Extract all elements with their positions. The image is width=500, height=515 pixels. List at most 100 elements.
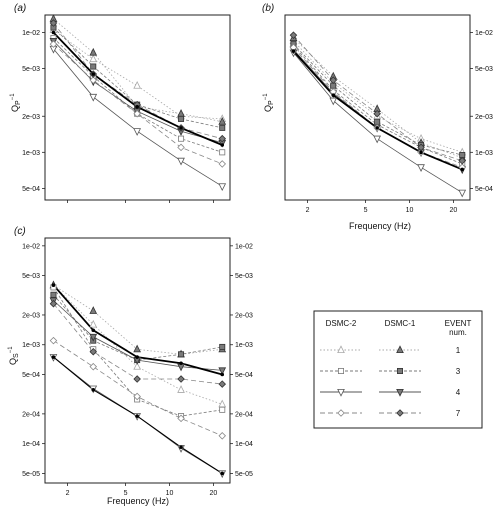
panel-c-point-event-7-dsmc-1 [89, 347, 98, 356]
legend-marker-event-3-dsmc2 [337, 367, 344, 374]
panel-c-mean-point [91, 388, 96, 392]
panel-c-point-event-7-dsmc-1 [49, 299, 58, 308]
panel-c-ytick-label-left: 2e-03 [22, 312, 40, 319]
panel-c-mean-point [51, 355, 56, 359]
panel-a-point-event-4-dsmc-2 [218, 183, 227, 192]
legend-header-num: num. [449, 328, 467, 337]
panel-c-axes: 5e-05 5e-05 1e-04 1e-04 2e-04 2e-04 5e-04 5e-04… [22, 243, 253, 497]
panel-a-point-event-7-dsmc-2 [133, 109, 141, 118]
panel-c-point-event-1-dsmc-1 [89, 306, 98, 314]
panel-b-ytick-label-right: 5e-04 [475, 186, 493, 193]
panel-b-label: (b) [262, 3, 274, 14]
panel-a-point-event-3-dsmc-1 [90, 63, 97, 70]
panel-a-point-event-3-dsmc-1 [178, 115, 185, 122]
panel-b-point-event-7-dsmc-1 [289, 31, 298, 39]
panel-c-mean-point [179, 361, 183, 366]
panel-b-mean-point [460, 167, 465, 172]
panel-b-ylabel: QP−1 [263, 93, 275, 112]
panel-a-line-event-7-dsmc-1 [53, 22, 223, 140]
panel-b-frame [284, 14, 471, 201]
panel-a-label: (a) [14, 3, 26, 14]
panel-a-point-event-4-dsmc-2 [177, 157, 185, 166]
panel-a-point-event-3-dsmc-1 [219, 124, 226, 131]
legend: DSMC-2 DSMC-1 EVENT num. 1 3 4 7 [313, 310, 483, 429]
panel-c-xtick-label: 10 [166, 490, 174, 497]
panel-c-point-event-7-dsmc-2 [218, 432, 227, 440]
panel-c-ytick-label-right: 1e-03 [235, 342, 253, 349]
panel-c-point-event-1-dsmc-2 [133, 361, 141, 370]
panel-a-point-event-1-dsmc-2 [89, 54, 98, 63]
panel-a-mean-line [52, 31, 223, 146]
panel-c-point-event-3-dsmc-1 [178, 351, 185, 358]
panel-b-ytick-label-right: 1e-03 [475, 150, 493, 157]
panel-b-xtick-label: 20 [449, 207, 457, 214]
panel-b-line-event-3-dsmc-2 [293, 45, 463, 165]
panel-a-line-event-4-dsmc-1 [53, 40, 223, 144]
legend-header-dsmc1: DSMC-1 [385, 319, 416, 328]
panel-a-ytick-label-left: 1e-02 [22, 30, 40, 37]
panel-c-point-event-4-dsmc-1 [218, 367, 227, 376]
panel-c-point-event-3-dsmc-1 [219, 343, 226, 350]
panel-b-point-event-4-dsmc-2 [329, 97, 338, 106]
panel-c-ytick-label-left: 5e-04 [22, 372, 40, 379]
panel-c-ytick-label-right: 5e-03 [235, 273, 253, 280]
panel-c-label: (c) [14, 226, 26, 237]
panel-b-point-event-3-dsmc-1 [459, 151, 466, 158]
panel-a-point-event-3-dsmc-2 [219, 149, 226, 156]
legend-marker-event-4-dsmc1 [396, 388, 404, 397]
panel-c-ytick-label-right: 5e-04 [235, 372, 253, 379]
panel-b-point-event-4-dsmc-2 [417, 164, 425, 172]
panel-a-ytick-label-left: 2e-03 [22, 114, 40, 121]
panel-b-axes: 5e-04 1e-03 2e-03 5e-03 1e-02 2 5 10 20 [306, 30, 493, 214]
panel-b-xtick-label: 10 [406, 207, 414, 214]
panel-c-ytick-label-left: 1e-04 [22, 441, 40, 448]
panel-b-xtick-label: 2 [306, 207, 310, 214]
panel-c-ytick-label-left: 5e-03 [22, 273, 40, 280]
legend-event-label-7: 7 [456, 409, 461, 418]
panel-b-mean-point [375, 126, 379, 130]
panel-a-line-event-3-dsmc-1 [53, 27, 223, 129]
panel-c-point-event-1-dsmc-2 [177, 385, 185, 393]
panel-a-mean-point [179, 126, 183, 130]
panel-a-ytick-label-left: 5e-03 [22, 66, 40, 73]
panel-b-series [289, 31, 467, 198]
panel-a-mean-point [135, 104, 139, 109]
panel-a-ytick-label-left: 1e-03 [22, 150, 40, 157]
panel-b-xtick-label: 5 [364, 207, 368, 214]
panel-c-ytick-label-left: 1e-02 [22, 243, 40, 250]
panel-c-line-event-7-dsmc-2 [53, 340, 223, 437]
panel-c-point-event-3-dsmc-1 [50, 291, 57, 298]
panel-b-point-event-7-dsmc-1 [458, 157, 467, 165]
legend-marker-event-1-dsmc1 [396, 345, 404, 354]
panel-c-line-event-7-dsmc-1 [53, 303, 223, 385]
panel-c-mean-point [220, 372, 225, 377]
panel-a-point-event-1-dsmc-1 [89, 47, 98, 56]
panel-b-mean-point [331, 93, 336, 97]
panel-a-point-event-4-dsmc-2 [89, 93, 98, 102]
panel-c-ylabel: QS−1 [8, 346, 20, 365]
panel-c-point-event-1-dsmc-1 [133, 344, 141, 353]
panel-b-point-event-4-dsmc-2 [458, 189, 467, 198]
panel-a-line-event-4-dsmc-2 [53, 48, 223, 187]
legend-header-dsmc2: DSMC-2 [326, 319, 357, 328]
panel-c-line-event-3-dsmc-1 [53, 294, 223, 361]
panel-c-mean-point [220, 471, 225, 476]
panel-a-point-event-7-dsmc-1 [218, 134, 227, 143]
panel-b-mean-point [419, 150, 423, 155]
panel-c-mean-point [135, 355, 139, 359]
legend-marker-event-7-dsmc1 [396, 409, 404, 417]
panel-c-mean-point [135, 414, 139, 418]
legend-marker-event-3-dsmc1 [396, 367, 403, 374]
panel-a-ytick-label-left: 5e-04 [22, 186, 40, 193]
panel-a-point-event-1-dsmc-2 [133, 80, 141, 89]
legend-marker-event-4-dsmc2 [337, 388, 345, 397]
legend-event-label-3: 3 [456, 367, 461, 376]
panel-a-mean-point [51, 30, 56, 35]
panel-a-point-event-3-dsmc-2 [178, 135, 185, 142]
panel-c-ytick-label-right: 5e-05 [235, 471, 253, 478]
panel-b-point-event-4-dsmc-2 [373, 135, 381, 144]
legend-event-label-4: 4 [456, 388, 461, 397]
panel-c-ytick-label-left: 1e-03 [22, 342, 40, 349]
panel-a-axes: 5e-04 1e-03 2e-03 5e-03 1e-02 [22, 30, 214, 203]
